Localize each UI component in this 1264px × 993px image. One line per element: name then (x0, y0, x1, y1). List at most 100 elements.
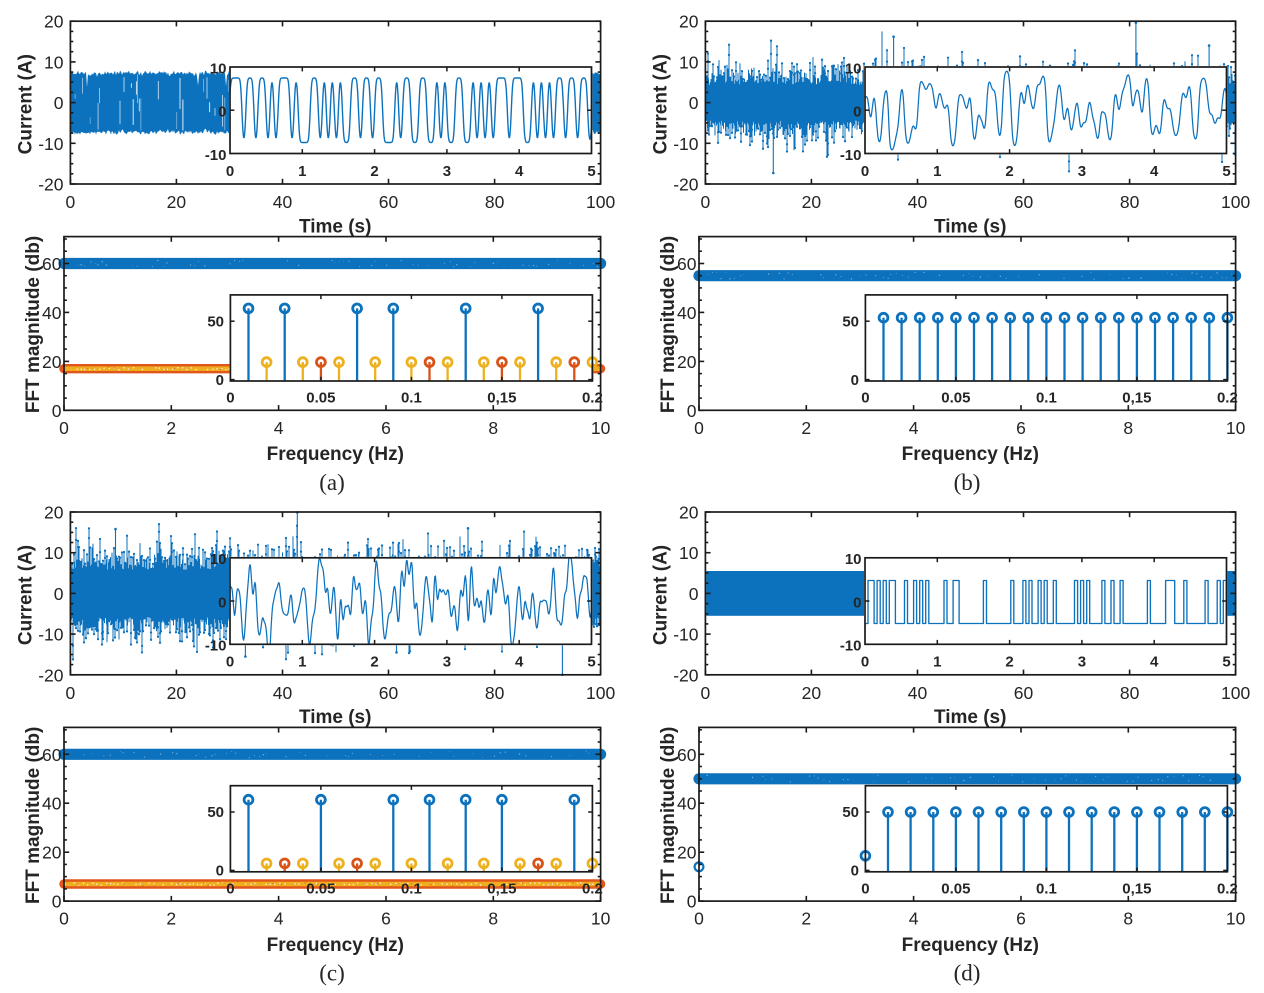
svg-text:0: 0 (226, 654, 234, 671)
svg-text:3: 3 (1078, 163, 1086, 180)
svg-text:0,15: 0,15 (1122, 880, 1151, 897)
svg-text:20: 20 (802, 192, 822, 212)
svg-text:60: 60 (42, 745, 62, 765)
svg-text:4: 4 (515, 163, 524, 180)
svg-text:80: 80 (1120, 192, 1140, 212)
svg-text:80: 80 (485, 683, 505, 703)
svg-text:Time (s): Time (s) (934, 216, 1007, 237)
svg-text:0: 0 (861, 654, 869, 671)
svg-text:FFT magnitude (db): FFT magnitude (db) (23, 236, 44, 413)
svg-text:0: 0 (218, 594, 226, 611)
svg-text:-10: -10 (840, 638, 862, 655)
svg-text:10: 10 (679, 543, 699, 563)
svg-text:100: 100 (586, 683, 615, 703)
svg-text:20: 20 (42, 843, 62, 863)
svg-text:0.2: 0.2 (582, 880, 603, 897)
svg-text:4: 4 (909, 909, 919, 929)
svg-text:FFT magnitude (db): FFT magnitude (db) (658, 236, 679, 413)
svg-text:-10: -10 (673, 625, 699, 645)
svg-text:0: 0 (689, 93, 699, 113)
svg-text:0: 0 (66, 192, 76, 212)
svg-text:Current (A): Current (A) (16, 545, 37, 645)
svg-text:-10: -10 (38, 625, 64, 645)
svg-text:0: 0 (66, 683, 76, 703)
svg-text:0.1: 0.1 (1036, 390, 1057, 407)
svg-text:0: 0 (226, 390, 234, 407)
svg-text:10: 10 (591, 909, 611, 929)
svg-text:0,15: 0,15 (487, 390, 516, 407)
svg-text:6: 6 (381, 909, 391, 929)
svg-text:40: 40 (677, 794, 697, 814)
svg-text:60: 60 (1014, 192, 1034, 212)
svg-text:2: 2 (166, 418, 176, 438)
svg-text:0: 0 (216, 372, 224, 389)
svg-text:8: 8 (488, 909, 498, 929)
svg-text:40: 40 (273, 683, 293, 703)
svg-text:3: 3 (443, 654, 451, 671)
svg-text:Frequency (Hz): Frequency (Hz) (902, 935, 1039, 956)
svg-text:1: 1 (298, 163, 306, 180)
svg-text:0.2: 0.2 (1217, 390, 1238, 407)
svg-text:0: 0 (226, 880, 234, 897)
svg-text:0.1: 0.1 (401, 880, 422, 897)
svg-text:0.2: 0.2 (582, 390, 603, 407)
svg-text:4: 4 (909, 418, 919, 438)
svg-text:Frequency (Hz): Frequency (Hz) (902, 444, 1039, 465)
svg-text:60: 60 (379, 683, 399, 703)
svg-text:10: 10 (845, 551, 862, 568)
svg-text:4: 4 (274, 418, 284, 438)
svg-text:100: 100 (586, 192, 615, 212)
svg-text:5: 5 (587, 163, 595, 180)
svg-text:-10: -10 (205, 638, 227, 655)
svg-text:100: 100 (1221, 683, 1250, 703)
svg-text:0: 0 (226, 163, 234, 180)
svg-text:1: 1 (933, 163, 941, 180)
svg-text:0.05: 0.05 (306, 880, 335, 897)
svg-text:8: 8 (488, 418, 498, 438)
svg-text:0: 0 (59, 418, 69, 438)
svg-text:0.05: 0.05 (306, 390, 335, 407)
svg-text:0: 0 (218, 104, 226, 121)
svg-text:0: 0 (861, 390, 869, 407)
svg-text:Time (s): Time (s) (299, 707, 372, 728)
svg-text:40: 40 (273, 192, 293, 212)
svg-text:0.2: 0.2 (1217, 880, 1238, 897)
svg-text:-20: -20 (673, 175, 699, 195)
svg-text:0,15: 0,15 (1122, 390, 1151, 407)
svg-text:0: 0 (59, 909, 69, 929)
svg-text:60: 60 (677, 254, 697, 274)
svg-text:1: 1 (933, 654, 941, 671)
svg-text:0: 0 (54, 93, 64, 113)
svg-text:20: 20 (679, 503, 699, 523)
svg-text:60: 60 (379, 192, 399, 212)
svg-text:3: 3 (443, 163, 451, 180)
svg-text:5: 5 (1222, 163, 1230, 180)
svg-text:0.05: 0.05 (941, 390, 970, 407)
svg-text:0: 0 (694, 418, 704, 438)
svg-text:0: 0 (851, 863, 859, 880)
svg-text:-20: -20 (673, 665, 699, 685)
svg-text:20: 20 (802, 683, 822, 703)
svg-text:20: 20 (677, 352, 697, 372)
svg-text:10: 10 (679, 52, 699, 72)
svg-text:50: 50 (207, 313, 224, 330)
svg-text:Frequency (Hz): Frequency (Hz) (267, 935, 404, 956)
svg-text:0: 0 (861, 163, 869, 180)
svg-text:3: 3 (1078, 654, 1086, 671)
svg-text:40: 40 (908, 192, 928, 212)
svg-text:Current (A): Current (A) (651, 54, 672, 154)
svg-text:(b): (b) (954, 470, 981, 495)
svg-text:50: 50 (842, 804, 859, 821)
svg-text:80: 80 (485, 192, 505, 212)
svg-text:2: 2 (370, 163, 378, 180)
svg-text:0: 0 (861, 880, 869, 897)
svg-text:10: 10 (591, 418, 611, 438)
svg-text:0: 0 (694, 909, 704, 929)
svg-text:0: 0 (853, 104, 861, 121)
svg-text:0.05: 0.05 (941, 880, 970, 897)
svg-text:60: 60 (677, 745, 697, 765)
svg-text:0,15: 0,15 (487, 880, 516, 897)
svg-text:(d): (d) (954, 961, 981, 986)
svg-text:0: 0 (54, 584, 64, 604)
svg-text:5: 5 (587, 654, 595, 671)
